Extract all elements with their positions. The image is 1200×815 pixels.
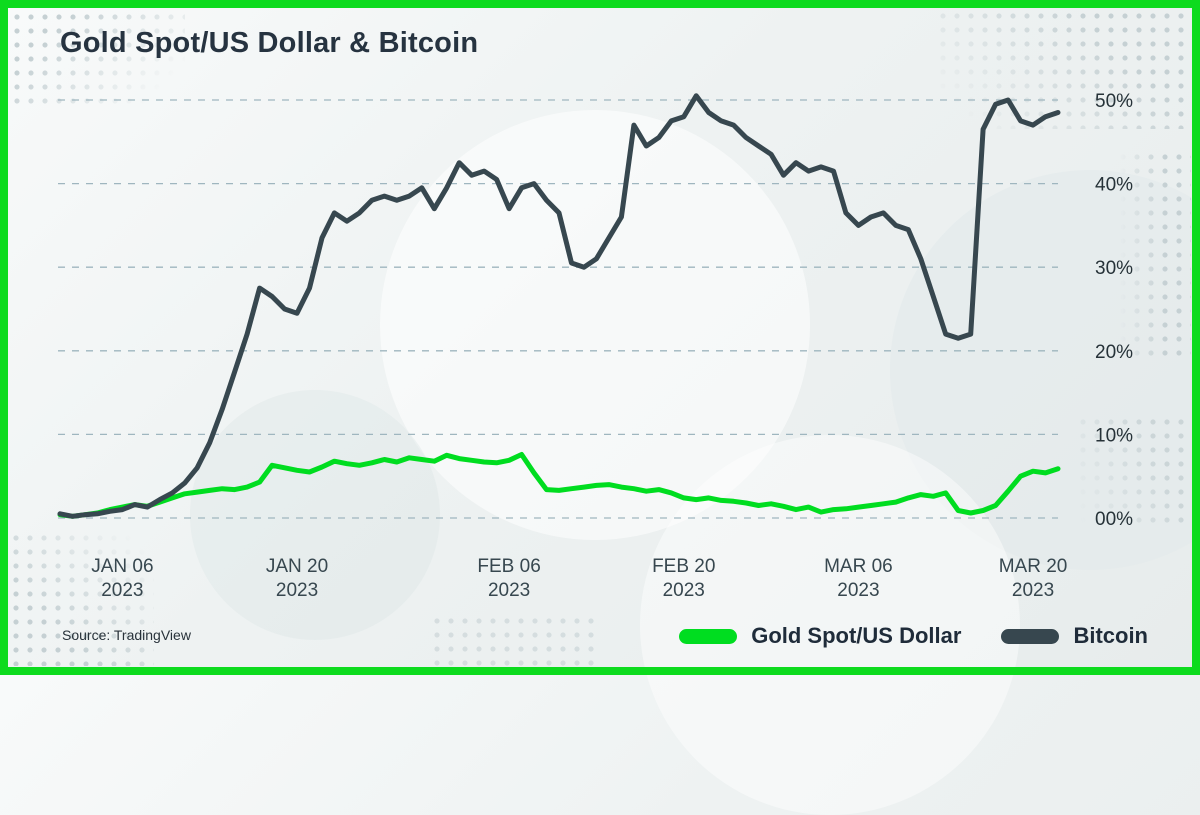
page-title: Gold Spot/US Dollar & Bitcoin (60, 27, 479, 59)
x-tick-label: MAR 06 2023 (824, 556, 893, 601)
legend-item-bitcoin: Bitcoin (1001, 623, 1148, 649)
halftone-dots-bottom-left (9, 531, 154, 666)
chart-legend: Gold Spot/US Dollar Bitcoin (679, 623, 1148, 649)
x-tick-label: MAR 20 2023 (999, 556, 1068, 601)
x-tick-label: JAN 20 2023 (266, 556, 328, 601)
y-tick-label: 30% (1095, 258, 1133, 279)
price-comparison-chart: 00% 10% 20% 30% 40% 50% JAN 06 2023 JAN 20 2023 FE… (57, 91, 1133, 601)
bitcoin-line (57, 93, 1061, 519)
x-tick-label: JAN 06 2023 (91, 556, 153, 601)
y-tick-label: 40% (1095, 175, 1133, 196)
y-tick-label: 10% (1095, 425, 1133, 446)
x-tick-label: FEB 06 2023 (477, 556, 540, 601)
legend-swatch-bitcoin (1001, 628, 1060, 644)
background-blob (190, 390, 440, 640)
y-tick-label: 50% (1095, 91, 1133, 112)
legend-swatch-gold-spot-us-dollar (679, 628, 738, 644)
x-tick-label: FEB 20 2023 (652, 556, 715, 601)
halftone-dots-bottom (430, 614, 600, 666)
y-tick-label: 20% (1095, 342, 1133, 363)
legend-label-gold-spot-us-dollar: Gold Spot/US Dollar (751, 623, 962, 648)
halftone-dots-right-lower (1076, 415, 1191, 530)
halftone-dots-top-left (10, 10, 185, 105)
halftone-dots-right (1116, 150, 1191, 360)
gold-spot-us-dollar-line (57, 452, 1061, 519)
source-attribution: Source: TradingView (62, 627, 191, 643)
legend-label-bitcoin: Bitcoin (1073, 623, 1148, 648)
legend-item-gold-spot-us-dollar: Gold Spot/US Dollar (679, 623, 961, 649)
y-tick-label: 00% (1095, 509, 1133, 530)
halftone-dots-top-right (936, 9, 1191, 129)
